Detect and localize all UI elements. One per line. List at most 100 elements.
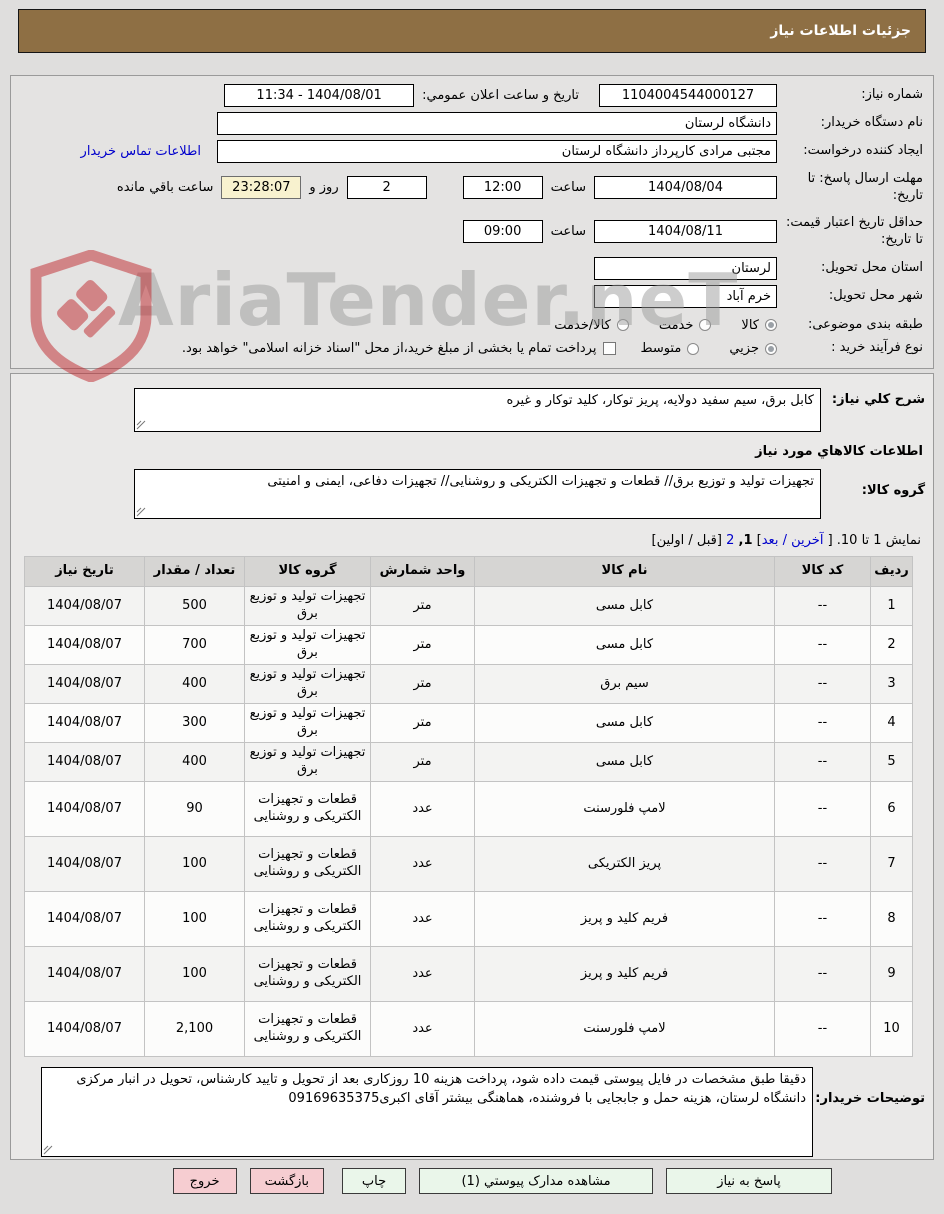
pagination-first-prev: [قبل / اولین] bbox=[651, 533, 727, 548]
table-cell: 5 bbox=[870, 742, 913, 782]
table-cell: لامپ فلورسنت bbox=[474, 781, 775, 837]
radio-icon[interactable] bbox=[687, 342, 700, 355]
buyer-notes-text: دقیقا طبق مشخصات در فایل پیوستی قیمت داد… bbox=[76, 1072, 806, 1106]
table-cell: قطعات و تجهیزات الکتریکی و روشنایی bbox=[244, 836, 371, 892]
row-process: نوع فرآیند خرید : جزیي متوسط پرداخت تمام … bbox=[21, 340, 923, 357]
table-cell: 8 bbox=[870, 891, 913, 947]
goods-group-field[interactable]: تجهیزات تولید و توزیع برق// قطعات و تجهی… bbox=[134, 469, 821, 519]
creator-label: ایجاد کننده درخواست: bbox=[803, 143, 923, 159]
radio-icon[interactable] bbox=[765, 319, 777, 331]
table-cell: 1404/08/07 bbox=[24, 586, 145, 626]
classification-label: طبقه بندی موضوعی: bbox=[807, 316, 923, 332]
deadline-time-field[interactable]: 12:00 bbox=[462, 176, 543, 200]
table-cell: قطعات و تجهیزات الکتریکی و روشنایی bbox=[244, 781, 371, 837]
column-header: نام کالا bbox=[474, 556, 775, 587]
column-header: ردیف bbox=[870, 556, 913, 587]
table-cell: 700 bbox=[144, 625, 245, 665]
buyer-notes-label: توضیحات خریدار: bbox=[815, 1091, 925, 1106]
need-number-field[interactable]: 1104004544000127 bbox=[599, 84, 777, 107]
radio-option[interactable]: جزیي bbox=[729, 341, 777, 356]
resize-handle-icon[interactable] bbox=[136, 507, 146, 517]
table-row: 5 -- کابل مسی متر تجهیزات تولید و توزیع برق 4… bbox=[24, 742, 913, 782]
resize-handle-icon[interactable] bbox=[136, 420, 146, 430]
table-cell: قطعات و تجهیزات الکتریکی و روشنایی bbox=[244, 891, 371, 947]
table-cell: 100 bbox=[144, 946, 245, 1002]
remaining-days-field[interactable]: 2 bbox=[346, 176, 427, 200]
items-table: ردیف کد کالا نام کالا واحد شمارش گروه کالا تع… bbox=[24, 556, 913, 1057]
treasury-checkbox[interactable] bbox=[603, 342, 617, 356]
table-cell: 500 bbox=[144, 586, 245, 626]
goods-info-heading: اطلاعات کالاهاي مورد نیاز bbox=[755, 444, 923, 459]
table-cell: عدد bbox=[370, 891, 475, 947]
radio-option[interactable]: کالا/خدمت bbox=[554, 318, 629, 333]
buyer-notes-field[interactable]: دقیقا طبق مشخصات در فایل پیوستی قیمت داد… bbox=[41, 1067, 813, 1157]
table-cell: 1404/08/07 bbox=[24, 703, 145, 743]
column-header: واحد شمارش bbox=[370, 556, 475, 587]
table-cell: 1404/08/07 bbox=[24, 625, 145, 665]
buyer-contact-link[interactable]: اطلاعات تماس خریدار bbox=[80, 144, 201, 159]
province-field[interactable]: لرستان bbox=[594, 256, 777, 280]
city-label: شهر محل تحویل: bbox=[828, 287, 923, 303]
view-attachments-button[interactable]: مشاهده مدارک پیوستي (1) bbox=[419, 1168, 653, 1194]
deadline-label: مهلت ارسال پاسخ: تا تاریخ: bbox=[807, 171, 923, 203]
radio-option[interactable]: متوسط bbox=[640, 341, 700, 356]
description-field[interactable]: کابل برق، سیم سفید دولایه، پریز توکار، ک… bbox=[134, 388, 821, 432]
table-cell: تجهیزات تولید و توزیع برق bbox=[244, 664, 371, 704]
table-cell: 4 bbox=[870, 703, 913, 743]
footer-actions: پاسخ به نیاز مشاهده مدارک پیوستي (1) چاپ با… bbox=[0, 1168, 944, 1194]
row-classification: طبقه بندی موضوعی: کالا خدمت کالا/خدمت bbox=[21, 317, 923, 334]
city-field[interactable]: خرم آباد bbox=[594, 284, 777, 308]
treasury-checkbox-option[interactable]: پرداخت تمام یا بخشی از مبلغ خرید،از محل … bbox=[182, 341, 617, 356]
need-details-panel: شرح کلي نیاز: کابل برق، سیم سفید دولایه،… bbox=[10, 373, 934, 1160]
table-cell: 3 bbox=[870, 664, 913, 704]
row-goods-group: گروه کالا: تجهیزات تولید و توزیع برق// ق… bbox=[19, 469, 925, 519]
table-cell: -- bbox=[774, 1001, 871, 1057]
resize-handle-icon[interactable] bbox=[43, 1145, 53, 1155]
radio-option[interactable]: خدمت bbox=[659, 318, 712, 333]
table-cell: 1404/08/07 bbox=[24, 664, 145, 704]
radio-label: کالا/خدمت bbox=[554, 317, 611, 333]
table-cell: متر bbox=[370, 742, 475, 782]
back-button[interactable]: بازگشت bbox=[249, 1168, 324, 1194]
table-cell: -- bbox=[774, 836, 871, 892]
hours-remaining-label: ساعت باقي مانده bbox=[116, 180, 214, 196]
countdown-timer: 23:28:07 bbox=[221, 176, 302, 200]
table-row: 10 -- لامپ فلورسنت عدد قطعات و تجهیزات الکتر… bbox=[24, 1001, 913, 1057]
deadline-date-field[interactable]: 1404/08/04 bbox=[594, 176, 777, 200]
page-title: جزئیات اطلاعات نیاز bbox=[770, 23, 911, 39]
announce-datetime-field[interactable]: 1404/08/01 - 11:34 bbox=[224, 84, 415, 107]
table-row: 2 -- کابل مسی متر تجهیزات تولید و توزیع برق 7… bbox=[24, 625, 913, 665]
radio-option[interactable]: کالا bbox=[741, 318, 777, 333]
radio-icon[interactable] bbox=[616, 319, 629, 331]
table-cell: عدد bbox=[370, 1001, 475, 1057]
table-cell: -- bbox=[774, 891, 871, 947]
buyer-org-field[interactable]: دانشگاه لرستان bbox=[217, 112, 777, 135]
table-cell: 1 bbox=[870, 586, 913, 626]
table-row: 1 -- کابل مسی متر تجهیزات تولید و توزیع برق 5… bbox=[24, 586, 913, 626]
price-validity-time-field[interactable]: 09:00 bbox=[462, 220, 543, 244]
table-cell: 1404/08/07 bbox=[24, 891, 145, 947]
table-cell: 400 bbox=[144, 742, 245, 782]
radio-label: خدمت bbox=[658, 317, 694, 333]
process-label: نوع فرآیند خرید : bbox=[831, 340, 923, 356]
exit-button[interactable]: خروج bbox=[172, 1168, 237, 1194]
creator-field[interactable]: مجتبی مرادی کارپرداز دانشگاه لرستان bbox=[217, 140, 777, 163]
print-button[interactable]: چاپ bbox=[342, 1168, 406, 1194]
table-row: 6 -- لامپ فلورسنت عدد قطعات و تجهیزات الکتری… bbox=[24, 781, 913, 837]
table-cell: متر bbox=[370, 625, 475, 665]
table-cell: -- bbox=[774, 586, 871, 626]
process-radio-group: جزیي متوسط bbox=[640, 341, 777, 356]
table-cell: 90 bbox=[144, 781, 245, 837]
radio-icon[interactable] bbox=[699, 319, 712, 331]
pagination-page-2-link[interactable]: 2 bbox=[726, 533, 735, 548]
reply-to-need-button[interactable]: پاسخ به نیاز bbox=[666, 1168, 832, 1194]
row-description: شرح کلي نیاز: کابل برق، سیم سفید دولایه،… bbox=[19, 388, 925, 432]
price-validity-date-field[interactable]: 1404/08/11 bbox=[594, 220, 777, 244]
table-cell: -- bbox=[774, 742, 871, 782]
row-creator: ایجاد کننده درخواست: مجتبی مرادی کارپردا… bbox=[21, 140, 923, 163]
row-buyer-org: نام دستگاه خریدار: دانشگاه لرستان bbox=[21, 112, 923, 135]
table-cell: 9 bbox=[870, 946, 913, 1002]
table-cell: 100 bbox=[144, 891, 245, 947]
radio-icon[interactable] bbox=[765, 342, 777, 355]
pagination-next-last-link[interactable]: آخرین / بعد bbox=[761, 533, 824, 548]
